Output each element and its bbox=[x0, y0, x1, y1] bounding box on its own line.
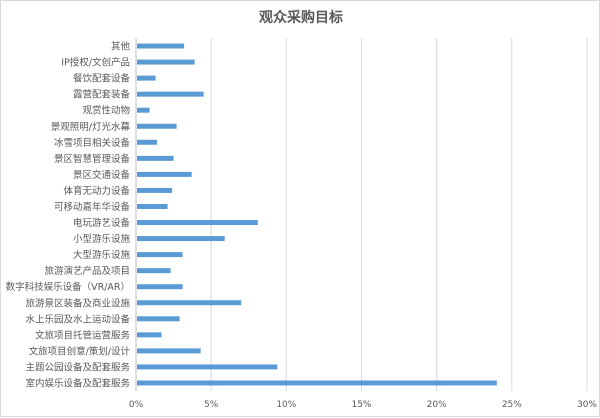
bar bbox=[137, 268, 171, 274]
category-label: 景区智慧管理设备 bbox=[54, 153, 131, 165]
category-label: 冰雪项目相关设备 bbox=[54, 137, 131, 149]
category-label: 餐饮配套设备 bbox=[73, 73, 131, 85]
bar bbox=[137, 43, 185, 49]
bar bbox=[137, 187, 173, 193]
bar bbox=[137, 203, 168, 209]
bar-layer bbox=[137, 43, 497, 386]
bar bbox=[137, 139, 158, 145]
x-tick-label: 25% bbox=[502, 400, 522, 410]
category-axis: 其他 IP授权/文创产品餐饮配套设备露营配套装备观赏性动物景观照明/灯光水幕冰雪项… bbox=[6, 41, 131, 390]
bar bbox=[137, 220, 258, 226]
bar bbox=[137, 348, 201, 354]
value-axis: 0% 5% 10% 15% 20% 25% 30% bbox=[129, 400, 598, 410]
category-label: 景区交通设备 bbox=[73, 169, 131, 181]
bar bbox=[137, 107, 150, 113]
category-label: 主题公园设备及配套服务 bbox=[25, 361, 130, 373]
bar bbox=[137, 332, 162, 338]
bar bbox=[137, 171, 192, 177]
category-label: IP授权/文创产品 bbox=[61, 57, 130, 69]
x-tick-label: 20% bbox=[427, 400, 447, 410]
category-label: 其他 bbox=[111, 41, 131, 53]
bar bbox=[137, 284, 183, 290]
bar bbox=[137, 316, 180, 322]
bar bbox=[137, 91, 204, 97]
category-label: 水上乐园及水上运动设备 bbox=[25, 313, 130, 325]
category-label: 旅游景区装备及商业设施 bbox=[25, 297, 130, 309]
bar bbox=[137, 59, 195, 65]
category-label: 电玩游艺设备 bbox=[73, 217, 131, 229]
x-tick-label: 0% bbox=[129, 400, 144, 410]
chart-title: 观众采购目标 bbox=[259, 10, 343, 26]
bar bbox=[137, 380, 497, 386]
bar bbox=[137, 300, 242, 306]
x-tick-label: 5% bbox=[204, 400, 219, 410]
category-label: 小型游乐设施 bbox=[73, 233, 131, 245]
category-label: 文旅项目托管运营服务 bbox=[35, 329, 131, 341]
x-tick-label: 30% bbox=[577, 400, 597, 410]
category-label: 文旅项目创意/策划/设计 bbox=[29, 345, 131, 357]
category-label: 露营配套装备 bbox=[73, 89, 131, 101]
category-label: 室内娱乐设备及配套服务 bbox=[25, 377, 130, 389]
bar bbox=[137, 364, 278, 370]
bar bbox=[137, 155, 174, 161]
bar bbox=[137, 75, 156, 81]
category-label: 旅游演艺产品及项目 bbox=[44, 265, 130, 277]
bar bbox=[137, 123, 177, 129]
category-label: 可移动嘉年华设备 bbox=[54, 201, 131, 213]
bar bbox=[137, 252, 183, 258]
category-label: 数字科技娱乐设备（VR/AR） bbox=[6, 281, 130, 293]
x-tick-label: 10% bbox=[276, 400, 296, 410]
bar bbox=[137, 236, 225, 242]
category-label: 体育无动力设备 bbox=[63, 185, 130, 197]
category-label: 大型游乐设施 bbox=[73, 249, 131, 261]
category-label: 景观照明/灯光水幕 bbox=[51, 121, 131, 133]
grid-layer bbox=[135, 38, 588, 391]
category-label: 观赏性动物 bbox=[82, 105, 130, 117]
x-tick-label: 15% bbox=[351, 400, 371, 410]
